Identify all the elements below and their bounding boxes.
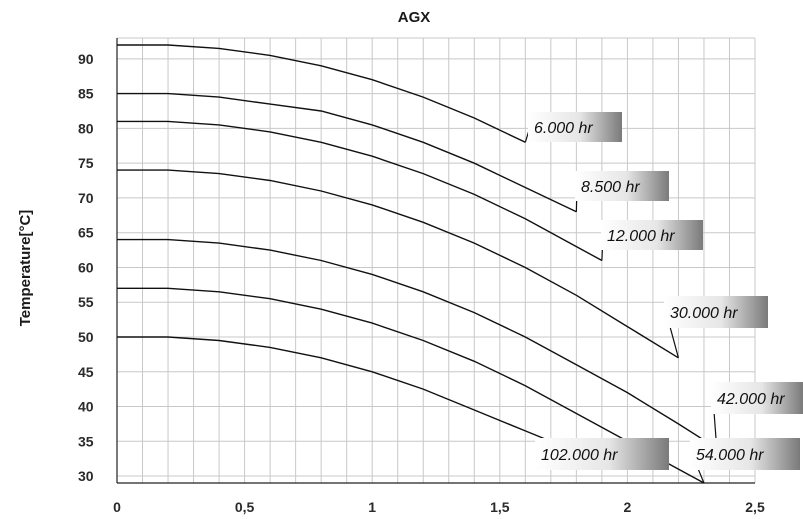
series-label: 8.500 hr: [581, 179, 640, 196]
series-label: 54.000 hr: [696, 447, 764, 464]
series-line: [117, 44, 526, 143]
label-box: [601, 220, 703, 250]
x-tick-label: 1,5: [490, 499, 510, 515]
y-tick-label: 75: [78, 155, 94, 171]
series-label: 42.000 hr: [717, 391, 785, 408]
x-tick-labels: 0 0,5 1 1,5 2 2,5: [113, 499, 765, 515]
chart-title: AGX: [398, 9, 431, 26]
grid: [117, 37, 756, 483]
curves: [117, 44, 718, 484]
y-tick-label: 30: [78, 468, 94, 484]
y-tick-label: 90: [78, 51, 94, 67]
y-tick-labels: 90 85 80 75 70 65 60 55 50 45 40 35 30: [78, 51, 94, 484]
series-label: 12.000 hr: [607, 228, 675, 245]
curve-labels: 6.000 hr 8.500 hr 12.000 hr 30.000 hr 42.000…: [524, 112, 803, 484]
y-tick-label: 65: [78, 225, 94, 241]
y-tick-label: 85: [78, 86, 94, 102]
label-box: [528, 112, 622, 142]
series-line: [117, 120, 603, 262]
y-tick-label: 80: [78, 120, 94, 136]
series-label: 102.000 hr: [541, 447, 618, 464]
series-label: 30.000 hr: [670, 305, 738, 322]
x-tick-label: 2,5: [745, 499, 765, 515]
label-box: [664, 296, 768, 328]
x-tick-label: 0: [113, 499, 121, 515]
series-line: [117, 336, 603, 467]
y-tick-label: 35: [78, 433, 94, 449]
y-tick-label: 50: [78, 329, 94, 345]
y-axis-label: Temperature[°C]: [17, 210, 34, 327]
x-tick-label: 1: [368, 499, 376, 515]
label-box: [711, 382, 803, 414]
y-tick-label: 70: [78, 190, 94, 206]
series-label: 6.000 hr: [534, 120, 593, 137]
y-tick-label: 45: [78, 364, 94, 380]
series-line: [117, 238, 718, 449]
label-box: [535, 438, 669, 470]
y-tick-label: 60: [78, 259, 94, 275]
label-box: [690, 438, 800, 470]
y-tick-label: 40: [78, 399, 94, 415]
axes: [116, 38, 755, 484]
x-tick-label: 0,5: [235, 499, 255, 515]
y-tick-label: 55: [78, 294, 94, 310]
series-line: [117, 169, 679, 359]
label-box: [575, 171, 669, 201]
series-line: [117, 92, 577, 213]
x-tick-label: 2: [624, 499, 632, 515]
